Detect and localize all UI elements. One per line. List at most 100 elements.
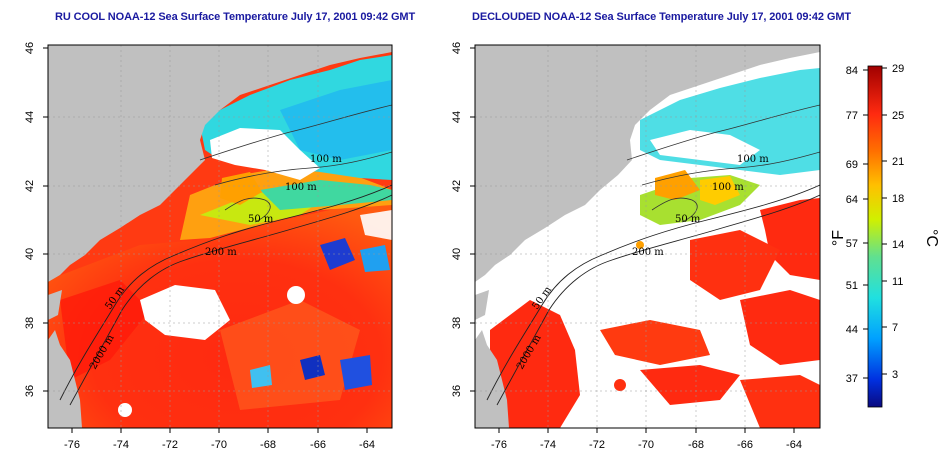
left-cold-patch3 bbox=[340, 355, 372, 390]
left-land-south bbox=[48, 330, 82, 428]
c-tick: 3 bbox=[892, 369, 898, 381]
left-georges-warm bbox=[220, 172, 262, 205]
left-land-mid bbox=[48, 290, 62, 320]
c-tick: 18 bbox=[892, 193, 904, 205]
right-lon-tick: -66 bbox=[737, 439, 753, 451]
right-lon-tick-labels: -76 -74 -72 -70 -68 -66 -64 bbox=[491, 439, 802, 451]
right-contour-50m bbox=[651, 197, 698, 223]
left-lat-tick: 46 bbox=[24, 42, 36, 54]
right-lon-tick: -72 bbox=[589, 439, 605, 451]
left-grid bbox=[48, 45, 392, 428]
right-warm-center bbox=[690, 230, 780, 300]
f-tick: 69 bbox=[846, 159, 858, 171]
right-shelf-yellow bbox=[700, 176, 740, 205]
f-tick: 64 bbox=[846, 194, 858, 206]
left-lon-tick: -68 bbox=[260, 439, 276, 451]
left-lat-tick: 40 bbox=[24, 248, 36, 260]
celsius-unit-label: °C bbox=[923, 229, 940, 247]
left-map-frame bbox=[47, 44, 393, 429]
right-contour-100m-a bbox=[626, 104, 820, 161]
f-tick: 51 bbox=[846, 280, 858, 292]
right-axis-ticks bbox=[470, 47, 795, 433]
right-warm-spot bbox=[614, 379, 626, 391]
left-lon-tick: -74 bbox=[113, 439, 129, 451]
left-lon-tick: -76 bbox=[64, 439, 80, 451]
left-cloud-gom bbox=[210, 128, 320, 180]
c-tick: 25 bbox=[892, 110, 904, 122]
c-tick: 29 bbox=[892, 63, 904, 75]
left-cold-patch4 bbox=[360, 245, 390, 272]
right-lat-tick: 42 bbox=[451, 180, 463, 192]
colorbar-fahrenheit-labels: 84 77 69 64 57 51 44 37 bbox=[846, 65, 858, 385]
left-cloud-spot2 bbox=[118, 403, 132, 417]
left-shelf-teal bbox=[260, 180, 392, 210]
left-contour-100m-a bbox=[199, 104, 392, 161]
left-axis-ticks bbox=[43, 47, 368, 433]
left-contour-200m bbox=[69, 194, 392, 406]
right-lon-tick: -64 bbox=[786, 439, 802, 451]
left-cloud-east bbox=[360, 210, 392, 240]
right-grid bbox=[475, 45, 820, 428]
colorbar-celsius-labels: 29 25 21 18 14 11 7 3 bbox=[892, 63, 904, 381]
right-lon-tick: -68 bbox=[688, 439, 704, 451]
f-tick: 44 bbox=[846, 324, 858, 336]
right-map: 100 m 100 m 50 m 200 m 50 m 2000 m bbox=[475, 45, 820, 428]
right-map-frame bbox=[474, 44, 821, 429]
left-lat-tick-labels: 36 38 40 42 44 46 bbox=[24, 42, 36, 397]
left-map: 100 m 100 m 50 m 200 m 50 m 2000 m bbox=[48, 45, 392, 428]
c-tick: 7 bbox=[892, 322, 898, 334]
right-contour-label-100a: 100 m bbox=[737, 154, 769, 165]
right-warm-coast bbox=[490, 300, 580, 428]
c-tick: 11 bbox=[892, 276, 903, 288]
left-contour-100m-b bbox=[214, 151, 392, 186]
right-land-south bbox=[475, 330, 509, 428]
colorbar-ticks bbox=[863, 67, 887, 379]
f-tick: 57 bbox=[846, 238, 858, 250]
f-tick: 84 bbox=[846, 65, 858, 77]
right-contour-label-100b: 100 m bbox=[712, 182, 744, 193]
f-tick: 37 bbox=[846, 373, 858, 385]
right-contour-200m bbox=[496, 194, 820, 406]
left-contour-label-100a: 100 m bbox=[310, 154, 342, 165]
left-panel-title: RU COOL NOAA-12 Sea Surface Temperature … bbox=[55, 11, 416, 23]
left-lon-tick: -64 bbox=[359, 439, 375, 451]
left-contour-label-200: 200 m bbox=[205, 247, 237, 258]
left-cloud-spot bbox=[287, 286, 305, 304]
right-contour-100m-b bbox=[641, 151, 820, 186]
left-lon-tick: -66 bbox=[310, 439, 326, 451]
right-panel-title: DECLOUDED NOAA-12 Sea Surface Temperatur… bbox=[472, 11, 852, 23]
right-contour-label-200: 200 m bbox=[632, 247, 664, 258]
right-lat-tick: 46 bbox=[451, 42, 463, 54]
left-lat-tick: 44 bbox=[24, 111, 36, 123]
left-land-north bbox=[48, 45, 392, 282]
right-land-mid bbox=[475, 290, 489, 320]
right-warm-mid bbox=[600, 320, 710, 365]
left-contour-label-50: 50 m bbox=[248, 214, 274, 225]
right-lon-tick: -76 bbox=[491, 439, 507, 451]
right-lat-tick: 36 bbox=[451, 385, 463, 397]
c-tick: 21 bbox=[892, 156, 904, 168]
right-lon-tick: -74 bbox=[540, 439, 556, 451]
left-cloud-center bbox=[140, 285, 230, 340]
left-lon-tick-labels: -76 -74 -72 -70 -68 -66 -64 bbox=[64, 439, 375, 451]
c-tick: 14 bbox=[892, 239, 904, 251]
left-lat-tick: 42 bbox=[24, 180, 36, 192]
right-warm-south bbox=[640, 365, 740, 405]
left-cold-patch5 bbox=[250, 365, 272, 388]
right-lat-tick: 38 bbox=[451, 317, 463, 329]
right-lat-tick: 44 bbox=[451, 111, 463, 123]
right-georges-warm bbox=[655, 170, 700, 200]
f-tick: 77 bbox=[846, 110, 858, 122]
right-warm-east bbox=[740, 290, 820, 365]
left-cold-patch1 bbox=[320, 238, 355, 270]
right-contour-label-50: 50 m bbox=[675, 214, 701, 225]
left-lon-tick: -72 bbox=[162, 439, 178, 451]
right-land-north bbox=[475, 45, 820, 282]
fahrenheit-unit-label: °F bbox=[830, 230, 847, 246]
left-cold-patch2 bbox=[300, 355, 325, 380]
left-contour-50m bbox=[224, 197, 271, 223]
right-lon-tick: -70 bbox=[638, 439, 654, 451]
right-cloud-gom bbox=[650, 130, 760, 165]
colorbar bbox=[867, 65, 883, 408]
